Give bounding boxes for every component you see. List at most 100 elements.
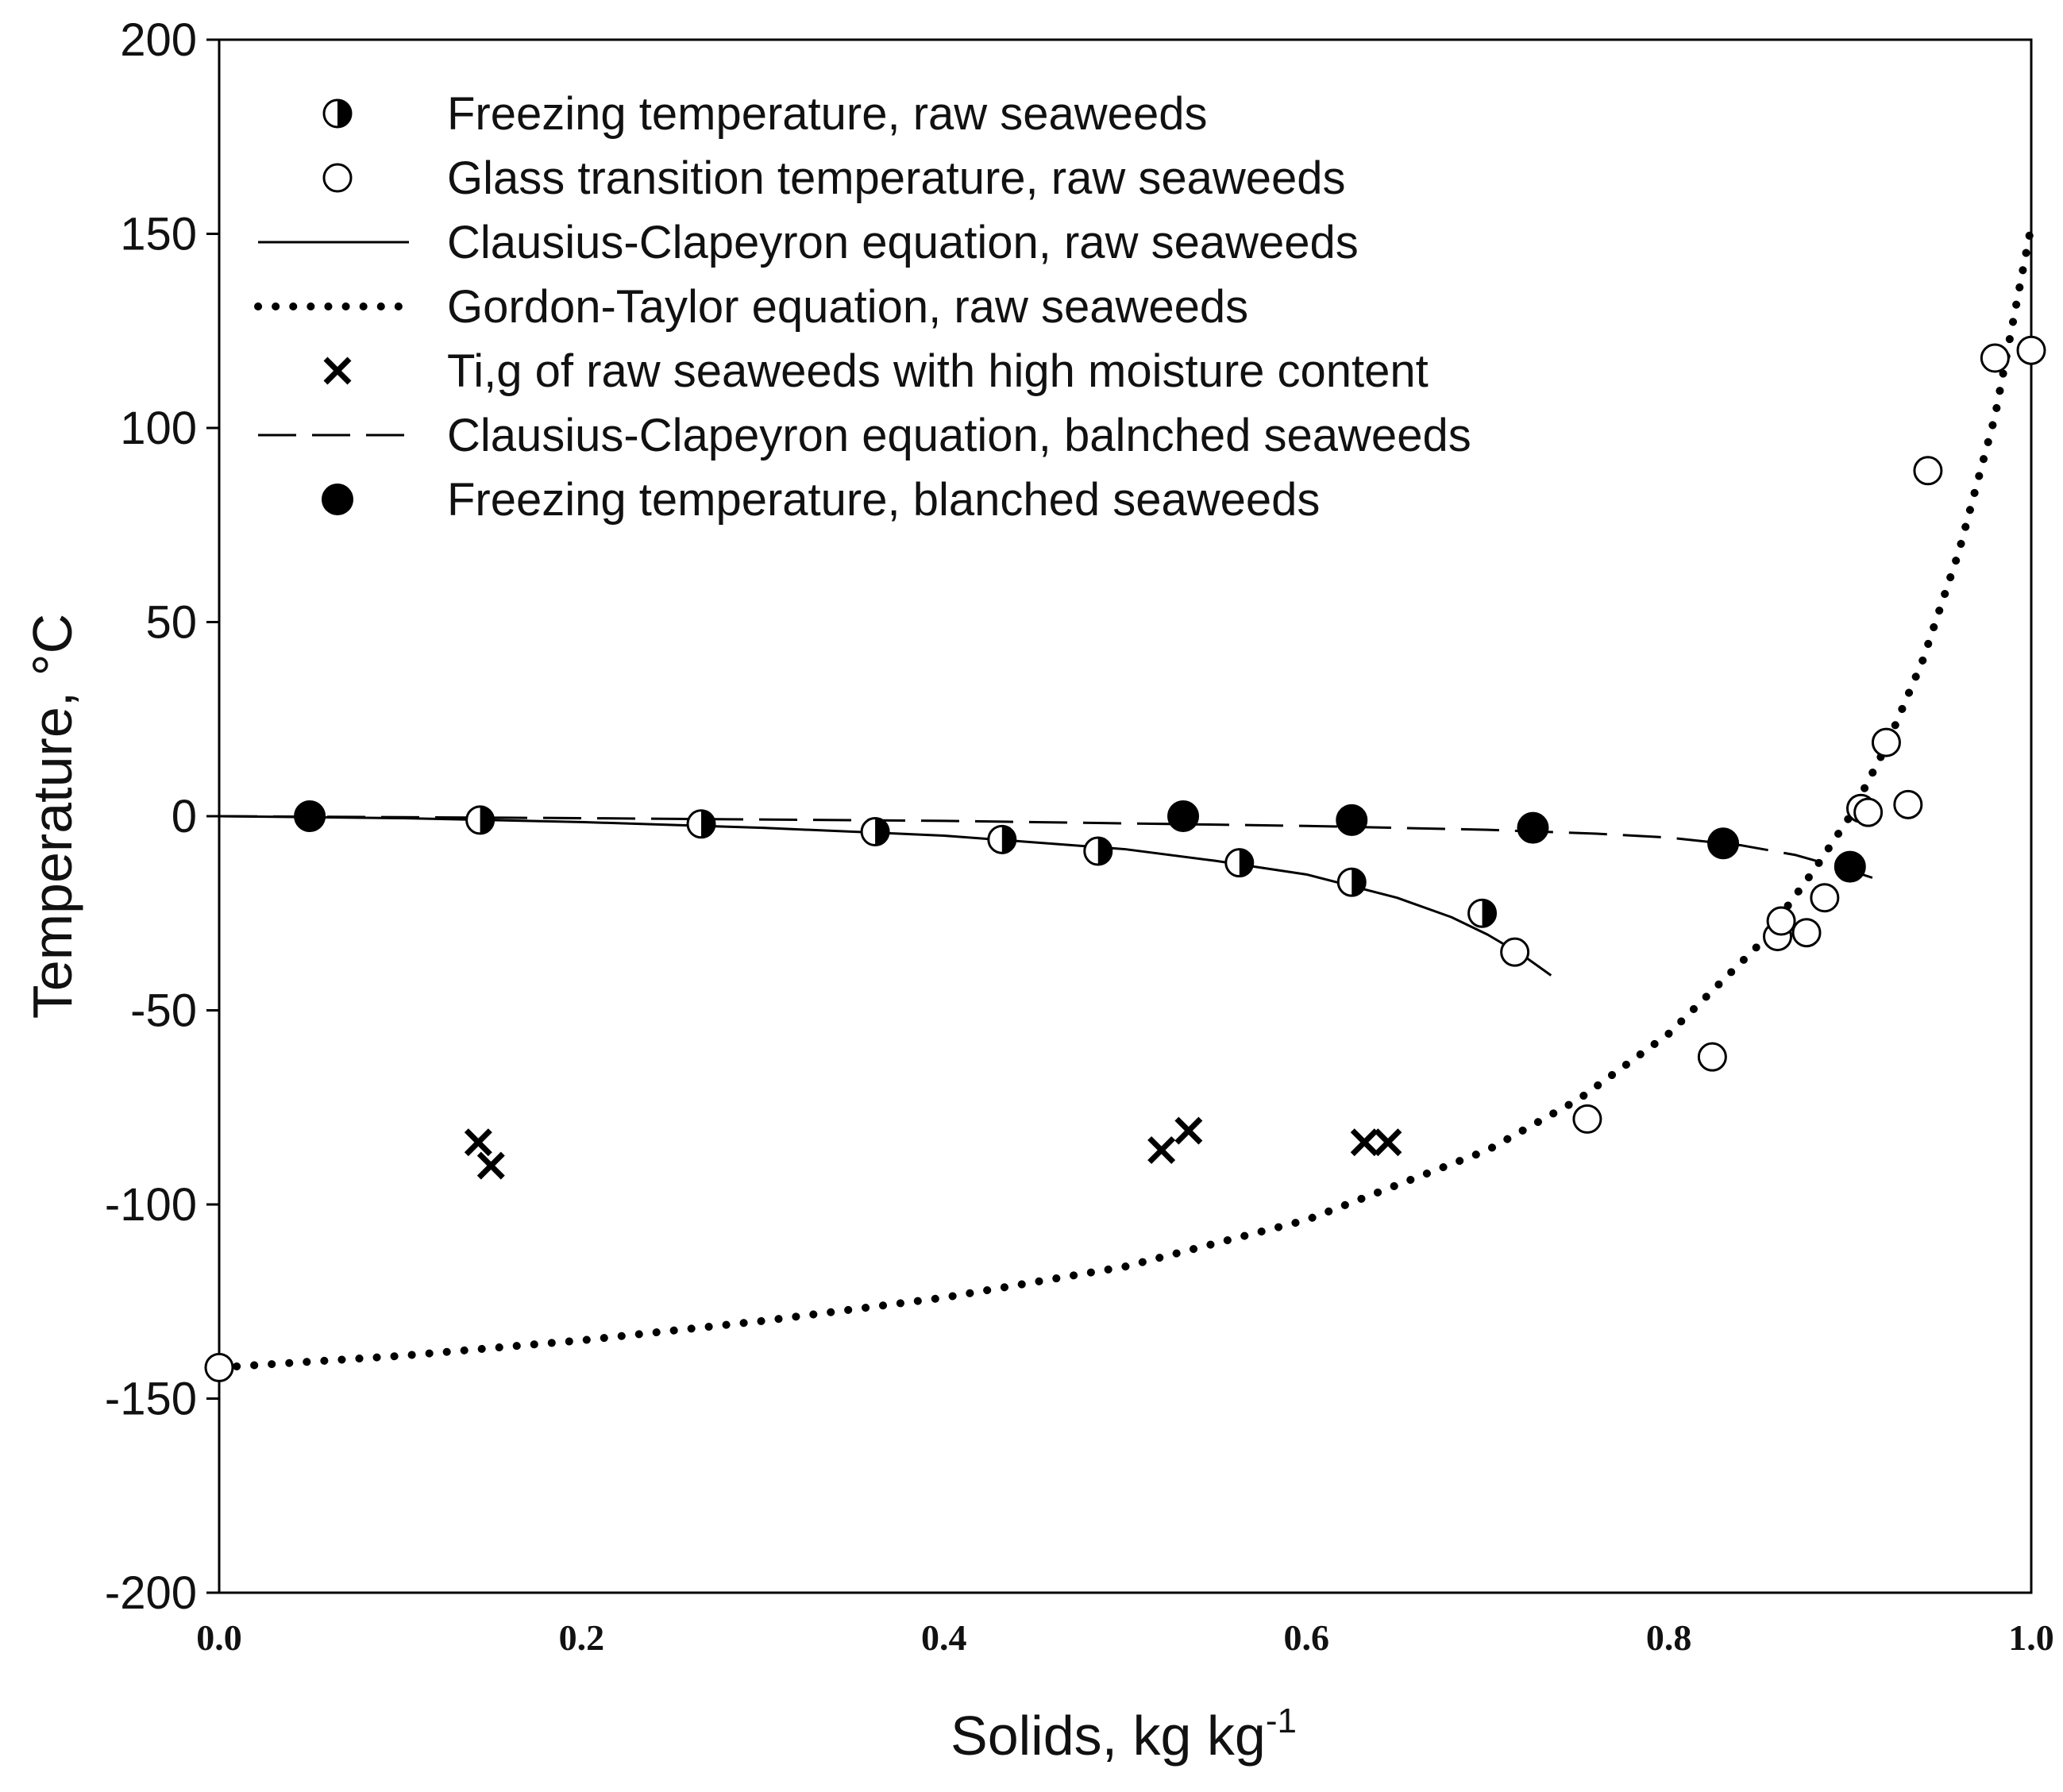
series-layer	[204, 222, 2046, 1382]
legend-item: Clausius-Clapeyron equation, balnched se…	[258, 410, 1471, 461]
series-clausius-clapeyron-equation-raw-seaweeds	[218, 815, 1552, 977]
half-circle-fill	[480, 806, 494, 834]
data-point	[1374, 1128, 1402, 1157]
series-freezing-temperature-blanched-seaweeds	[294, 800, 1866, 883]
data-point	[1517, 811, 1549, 844]
x-stroke	[1147, 1136, 1176, 1165]
data-point	[1871, 727, 1901, 757]
series-line	[218, 815, 1887, 884]
series-gordon-taylor-equation-raw-seaweeds	[215, 222, 2035, 1372]
data-point	[1500, 937, 1530, 967]
y-tick-label: 0	[172, 791, 197, 842]
half-circle-fill	[1097, 838, 1112, 865]
x-tick-label: 1.0	[2008, 1617, 2054, 1658]
x-stroke	[1174, 1116, 1203, 1145]
legend-label: Glass transition temperature, raw seawee…	[447, 152, 1346, 204]
data-point	[1853, 797, 1884, 827]
data-point	[1834, 850, 1866, 883]
y-tick-label: 50	[145, 597, 197, 649]
data-point	[1147, 1136, 1176, 1165]
x-tick-label: 0.6	[1283, 1617, 1329, 1658]
x-tick-label: 0.4	[921, 1617, 967, 1658]
data-point	[465, 805, 496, 835]
data-point	[1572, 1104, 1602, 1134]
data-point	[204, 1352, 234, 1382]
legend-item: Ti,g of raw seaweeds with high moisture …	[323, 345, 1429, 397]
y-tick-label: 100	[120, 403, 197, 454]
x-stroke	[1350, 1128, 1379, 1157]
legend-label: Clausius-Clapeyron equation, balnched se…	[447, 410, 1471, 461]
series-line	[218, 815, 1552, 977]
x-stroke	[1374, 1128, 1402, 1157]
data-point	[2016, 335, 2046, 365]
data-point	[1697, 1042, 1727, 1072]
data-point	[1167, 800, 1200, 832]
legend-label: Freezing temperature, blanched seaweeds	[447, 474, 1320, 526]
half-circle-fill	[1001, 826, 1016, 854]
data-point	[686, 809, 716, 839]
x-axis-title: Solids, kg kg-1	[951, 1701, 1297, 1767]
data-point	[1980, 343, 2010, 373]
half-circle-fill	[1482, 900, 1496, 927]
series-ti-g-of-raw-seaweeds-with-high-moisture-content	[464, 1116, 1402, 1180]
data-point	[1913, 456, 1943, 486]
data-point	[476, 1151, 505, 1180]
y-tick-label: -200	[105, 1567, 197, 1619]
x-tick-label: 0.8	[1646, 1617, 1692, 1658]
legend-label: Clausius-Clapeyron equation, raw seaweed…	[447, 217, 1359, 268]
data-point	[1350, 1128, 1379, 1157]
x-tick-label: 0.2	[559, 1617, 605, 1658]
legend: Freezing temperature, raw seaweeds Glass …	[254, 88, 1471, 526]
data-point	[860, 817, 890, 847]
data-point	[1467, 898, 1498, 928]
half-circle-fill	[701, 810, 715, 838]
half-circle-fill	[1239, 849, 1253, 877]
data-point	[1336, 804, 1368, 836]
data-point	[1893, 789, 1923, 819]
data-point	[1810, 883, 1840, 913]
data-point	[1224, 848, 1255, 878]
data-point	[1707, 827, 1740, 860]
half-circle-fill	[875, 818, 889, 846]
series-glass-transition-temperature-raw-seaweeds	[204, 335, 2046, 1382]
data-point	[1336, 867, 1367, 897]
series-freezing-temperature-raw-seaweeds	[465, 805, 1498, 928]
series-line	[215, 222, 2035, 1372]
half-circle-fill	[1352, 869, 1366, 896]
legend-item: Freezing temperature, blanched seaweeds	[322, 474, 1320, 526]
y-tick-label: -50	[130, 985, 197, 1037]
x-stroke	[476, 1151, 505, 1180]
legend-item: Gordon-Taylor equation, raw seaweeds	[254, 281, 1248, 333]
legend-label: Ti,g of raw seaweeds with high moisture …	[447, 345, 1429, 397]
data-point	[1766, 906, 1796, 936]
legend-label: Gordon-Taylor equation, raw seaweeds	[447, 281, 1248, 333]
data-point	[464, 1128, 492, 1157]
legend-item: Glass transition temperature, raw seawee…	[322, 152, 1346, 204]
x-stroke	[323, 356, 352, 385]
series-clausius-clapeyron-equation-balnched-seaweeds	[218, 815, 1887, 884]
legend-item: Clausius-Clapeyron equation, raw seaweed…	[258, 217, 1359, 268]
x-axis-title-superscript: -1	[1266, 1701, 1297, 1740]
legend-swatch	[322, 484, 353, 515]
legend-swatch	[322, 163, 353, 193]
x-tick-label: 0.0	[196, 1617, 242, 1658]
y-tick-label: -150	[105, 1374, 197, 1425]
y-tick-label: 200	[120, 14, 197, 66]
half-circle-fill	[337, 100, 351, 127]
data-point	[294, 800, 326, 832]
data-point	[1174, 1116, 1203, 1145]
y-tick-label: -100	[105, 1179, 197, 1231]
y-tick-label: 150	[120, 209, 197, 260]
x-stroke	[464, 1128, 492, 1157]
legend-label: Freezing temperature, raw seaweeds	[447, 88, 1207, 140]
data-point	[1083, 836, 1113, 866]
legend-item: Freezing temperature, raw seaweeds	[322, 88, 1207, 140]
legend-swatch	[323, 356, 352, 385]
data-point	[987, 824, 1017, 854]
data-point	[1791, 918, 1822, 948]
legend-swatch	[322, 98, 353, 129]
y-axis-title: Temperature, °C	[21, 614, 83, 1019]
